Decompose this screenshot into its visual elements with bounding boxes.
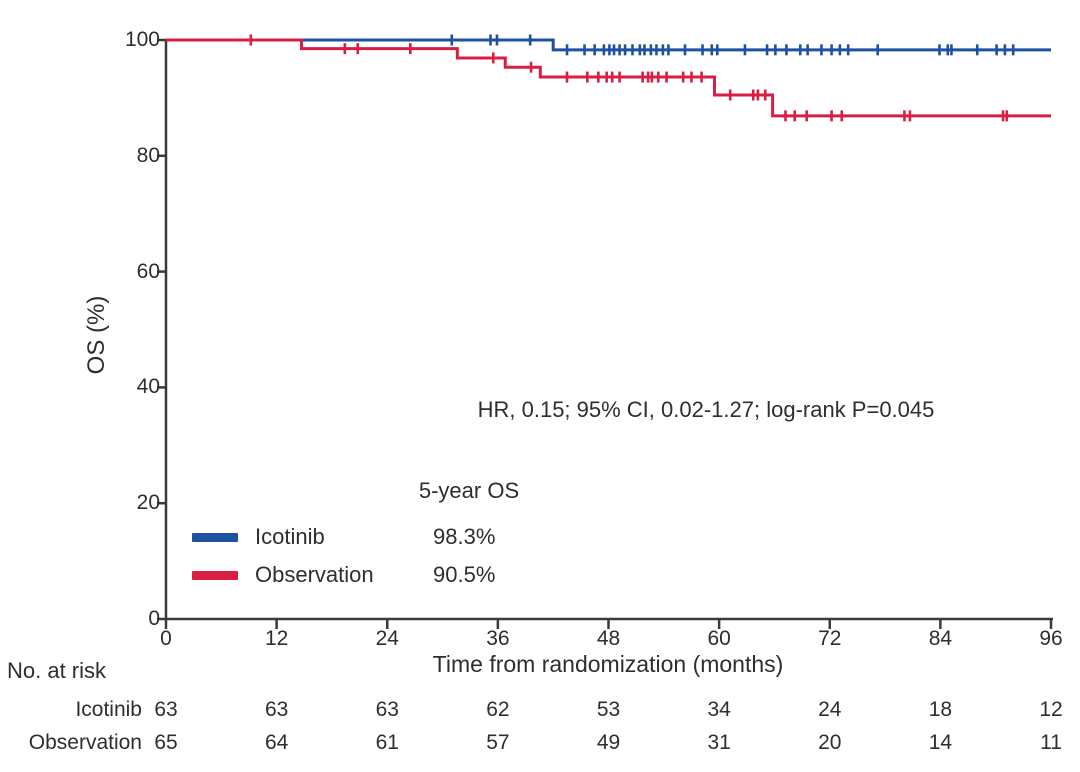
risk-value: 49	[596, 731, 621, 754]
observation-legend-swatch	[192, 571, 238, 580]
risk-table-title: No. at risk	[7, 658, 107, 683]
x-tick-label: 24	[375, 627, 399, 650]
risk-value: 65	[154, 731, 178, 754]
risk-value: 63	[154, 698, 178, 721]
risk-row-label-observation: Observation	[28, 731, 142, 754]
legend-header: 5-year OS	[418, 478, 520, 503]
icotinib-legend-label: Icotinib	[255, 524, 325, 549]
icotinib-curve	[166, 38, 1051, 52]
risk-value: 34	[707, 698, 731, 721]
y-tick-label: 100	[124, 28, 160, 51]
y-tick-label: 40	[136, 375, 160, 399]
x-axis-title: Time from randomization (months)	[432, 651, 784, 677]
x-tick-label: 96	[1039, 627, 1063, 650]
risk-value: 53	[596, 698, 621, 721]
y-tick-label: 60	[136, 259, 160, 283]
y-tick-label: 80	[136, 143, 160, 167]
x-tick-label: 12	[264, 627, 289, 650]
y-tick-label: 20	[136, 491, 160, 515]
risk-value: 61	[375, 731, 399, 754]
x-tick-label: 0	[160, 627, 172, 650]
risk-value: 14	[928, 731, 953, 754]
risk-value: 62	[486, 698, 510, 721]
x-tick-label: 72	[818, 627, 842, 650]
x-tick-label: 60	[707, 627, 731, 650]
risk-value: 31	[707, 731, 731, 754]
risk-value: 11	[1040, 731, 1062, 754]
risk-value: 24	[818, 698, 842, 721]
risk-value: 64	[264, 731, 289, 754]
risk-value: 18	[928, 698, 953, 721]
risk-row-label-icotinib: Icotinib	[75, 698, 142, 721]
observation-legend-label: Observation	[255, 562, 374, 587]
x-tick-label: 36	[486, 627, 510, 650]
y-tick-label: 0	[148, 607, 160, 630]
observation-curve	[166, 38, 1051, 118]
icotinib-5yr-os-value: 98.3%	[433, 524, 496, 549]
x-tick-label: 48	[596, 627, 621, 650]
icotinib-legend-swatch	[192, 533, 238, 542]
risk-value: 57	[486, 731, 510, 754]
hr-annotation: HR, 0.15; 95% CI, 0.02-1.27; log-rank P=…	[477, 397, 935, 422]
y-axis-title: OS (%)	[83, 295, 110, 375]
risk-value: 12	[1039, 698, 1063, 721]
risk-value: 20	[818, 731, 842, 754]
risk-value: 63	[375, 698, 399, 721]
x-tick-label: 84	[928, 627, 953, 650]
observation-5yr-os-value: 90.5%	[433, 562, 496, 587]
risk-value: 63	[264, 698, 289, 721]
